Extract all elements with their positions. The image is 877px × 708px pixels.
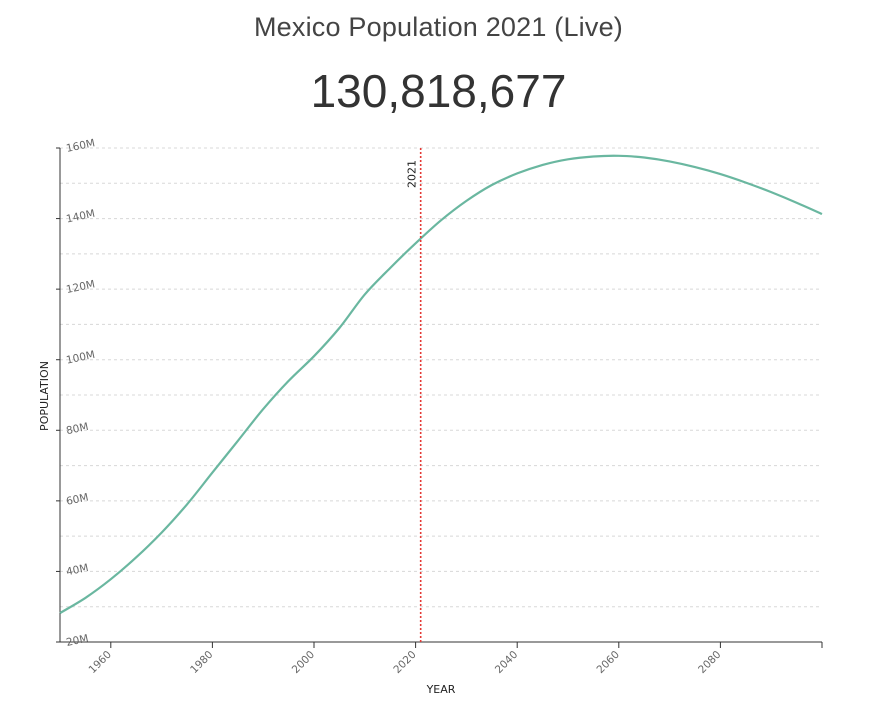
axes bbox=[59, 148, 823, 648]
x-tick-label: 2040 bbox=[493, 649, 520, 676]
x-tick-label: 1960 bbox=[87, 649, 114, 676]
grid-lines bbox=[60, 147, 822, 608]
y-tick-label: 140M bbox=[65, 208, 96, 226]
series-lines bbox=[59, 154, 823, 615]
y-tick-label: 160M bbox=[65, 137, 96, 155]
y-tick-label: 20M bbox=[65, 633, 89, 649]
y-tick-label: 60M bbox=[65, 491, 89, 507]
y-tick-label: 80M bbox=[65, 421, 89, 437]
x-axis-title: YEAR bbox=[426, 683, 456, 696]
x-tick-label: 1980 bbox=[188, 649, 215, 676]
y-axis-title: POPULATION bbox=[38, 361, 51, 431]
x-tick-label: 2000 bbox=[290, 649, 317, 676]
x-tick-label: 2060 bbox=[595, 649, 622, 676]
x-tick-label: 2080 bbox=[696, 649, 723, 676]
page-title: Mexico Population 2021 (Live) bbox=[253, 12, 623, 42]
x-tick-label: 2020 bbox=[391, 649, 418, 676]
tick-labels: 20M 40M 60M 80M 100M 120M 140M 160M 1960 1980 2000… bbox=[56, 137, 724, 676]
y-tick-label: 40M bbox=[65, 562, 89, 578]
current-year-marker: 2021 bbox=[406, 148, 422, 642]
y-tick-label: 120M bbox=[65, 278, 96, 296]
marker-label: 2021 bbox=[406, 160, 419, 188]
y-tick-label: 100M bbox=[65, 349, 96, 367]
population-counter: 130,818,677 bbox=[310, 65, 567, 117]
population-line bbox=[59, 154, 823, 615]
